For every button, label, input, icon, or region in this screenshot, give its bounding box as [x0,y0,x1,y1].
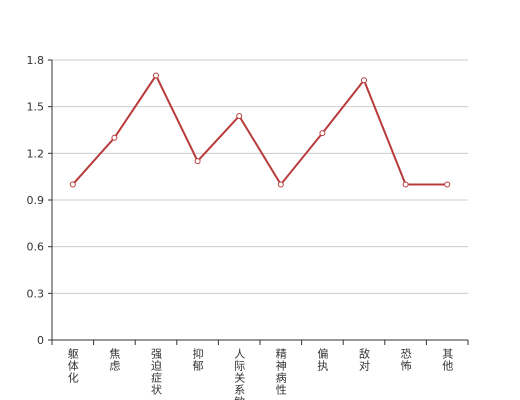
y-tick-label: 1.8 [27,54,45,67]
y-tick-label: 0.3 [27,287,45,300]
x-tick-label: 抑郁 [191,347,204,372]
x-tick-label: 精神病性 [274,348,287,396]
point [277,181,284,188]
point [361,77,367,84]
point [236,113,243,119]
point [194,158,201,165]
y-tick-label: 0 [37,334,44,347]
point [69,181,76,188]
x-tick-label: 恐怖 [399,348,412,372]
x-tick-label: 敌对 [358,347,371,372]
y-tick-label: 0.6 [27,241,45,254]
x-tick-label: 躯体化 [66,348,79,384]
point [153,72,159,79]
line [72,73,448,187]
x-tick-label: 焦虑 [108,348,121,372]
point [111,134,118,141]
y-tick-label: 1.5 [27,101,45,114]
y-tick-label: 1.2 [27,147,45,160]
point [319,130,326,137]
x-tick-label: 偏执 [316,347,329,372]
point [444,181,451,188]
x-tick-label: 其他 [441,348,454,372]
x-tick-label: 强迫症状 [150,348,163,396]
y-tick-label: 0.9 [27,194,45,207]
point [402,181,409,188]
x-tick-label: 人际关系敏感 [233,348,246,400]
